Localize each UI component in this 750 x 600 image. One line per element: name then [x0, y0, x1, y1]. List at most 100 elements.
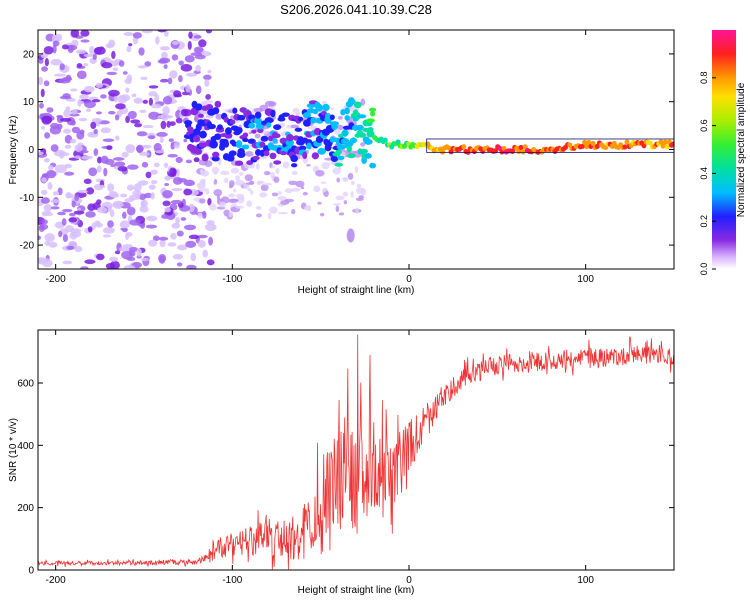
- noise-blob: [132, 190, 142, 197]
- scatter-blob: [342, 191, 349, 197]
- noise-blob: [122, 71, 128, 75]
- colorbar-tick-label: 0.0: [699, 263, 709, 276]
- ridge-blob: [323, 138, 329, 146]
- noise-blob: [186, 264, 197, 269]
- scatter-blob: [306, 164, 311, 167]
- noise-blob: [169, 70, 178, 79]
- noise-blob: [126, 232, 133, 237]
- noise-blob: [144, 61, 152, 67]
- ridge-blob: [209, 140, 218, 149]
- noise-blob: [43, 158, 50, 163]
- noise-blob: [136, 131, 148, 137]
- ridge-blob: [273, 160, 282, 165]
- scatter-blob: [322, 188, 327, 193]
- noise-blob: [83, 85, 95, 93]
- noise-blob: [141, 30, 153, 34]
- ridge-blob: [302, 151, 308, 160]
- noise-blob: [159, 79, 168, 83]
- ridge-blob: [584, 143, 590, 150]
- ridge-blob: [251, 129, 257, 134]
- ridge-blob: [322, 103, 330, 112]
- noise-blob: [107, 183, 115, 192]
- noise-blob: [89, 46, 95, 55]
- noise-blob: [188, 31, 193, 39]
- noise-blob: [157, 30, 167, 33]
- noise-blob: [40, 88, 45, 98]
- ridge-blob: [280, 150, 287, 156]
- snr-panel: -200 -100 0 100 0 200 400 600 Height of straig…: [8, 329, 675, 596]
- noise-blob: [38, 235, 42, 240]
- noise-blob: [195, 85, 202, 95]
- noise-blob: [114, 114, 120, 121]
- scatter-blob: [288, 180, 298, 186]
- scatter-blob: [337, 116, 343, 120]
- ridge-blob: [254, 111, 262, 119]
- noise-blob: [76, 70, 87, 80]
- scatter-blob: [273, 176, 280, 183]
- noise-blob: [46, 107, 54, 113]
- noise-blob: [167, 242, 177, 247]
- noise-blob: [154, 94, 160, 103]
- scatter-blob: [317, 201, 322, 205]
- noise-blob: [50, 122, 60, 129]
- scatter-blob: [228, 193, 236, 198]
- noise-blob: [109, 209, 115, 218]
- ridge-blob: [347, 153, 356, 159]
- scatter-blob: [277, 195, 287, 201]
- ridge-blob: [311, 152, 320, 160]
- noise-blob: [41, 115, 53, 124]
- ridge-blob: [340, 109, 346, 116]
- noise-blob: [167, 153, 178, 158]
- noise-blob: [185, 72, 198, 77]
- ridge-blob: [364, 153, 372, 159]
- noise-blob: [52, 44, 57, 54]
- noise-blob: [110, 193, 120, 198]
- noise-blob: [57, 123, 63, 130]
- noise-blob: [84, 100, 96, 109]
- scatter-blob: [213, 189, 223, 197]
- noise-blob: [96, 111, 102, 115]
- ridge-blob: [214, 133, 222, 139]
- ridge-blob: [197, 113, 204, 118]
- noise-blob: [207, 69, 212, 74]
- noise-blob: [126, 206, 136, 216]
- noise-blob: [183, 188, 193, 196]
- noise-blob: [65, 192, 72, 199]
- ridge-blob: [205, 104, 214, 111]
- noise-blob: [107, 220, 114, 228]
- noise-blob: [153, 162, 160, 168]
- noise-blob: [173, 142, 180, 149]
- noise-blob: [41, 177, 47, 183]
- noise-blob: [125, 144, 136, 154]
- noise-blob: [58, 230, 63, 238]
- noise-blob: [38, 257, 42, 264]
- scatter-blob: [320, 181, 327, 185]
- noise-blob: [184, 55, 195, 63]
- noise-blob: [190, 52, 203, 56]
- noise-blob: [163, 64, 168, 70]
- noise-blob: [141, 161, 149, 168]
- noise-blob: [148, 97, 153, 106]
- scatter-blob: [204, 160, 213, 167]
- ridge-blob: [582, 139, 588, 145]
- scatter-blob: [235, 175, 241, 181]
- noise-blob: [123, 32, 134, 36]
- ridge-blob: [294, 127, 303, 132]
- noise-blob: [109, 256, 119, 262]
- scatter-blob: [343, 200, 348, 205]
- ridge-blob: [195, 103, 203, 111]
- ridge-blob: [273, 124, 282, 130]
- noise-blob: [43, 203, 52, 213]
- noise-blob: [74, 155, 81, 159]
- noise-blob: [40, 189, 48, 195]
- ridge-blob: [247, 138, 256, 144]
- scatter-blob: [197, 212, 203, 219]
- noise-blob: [80, 30, 90, 37]
- noise-blob: [148, 85, 159, 89]
- ridge-blob: [259, 149, 266, 157]
- scatter-blob: [350, 180, 355, 186]
- noise-blob: [171, 187, 183, 192]
- noise-blob: [74, 193, 80, 202]
- ridge-blob: [211, 156, 220, 162]
